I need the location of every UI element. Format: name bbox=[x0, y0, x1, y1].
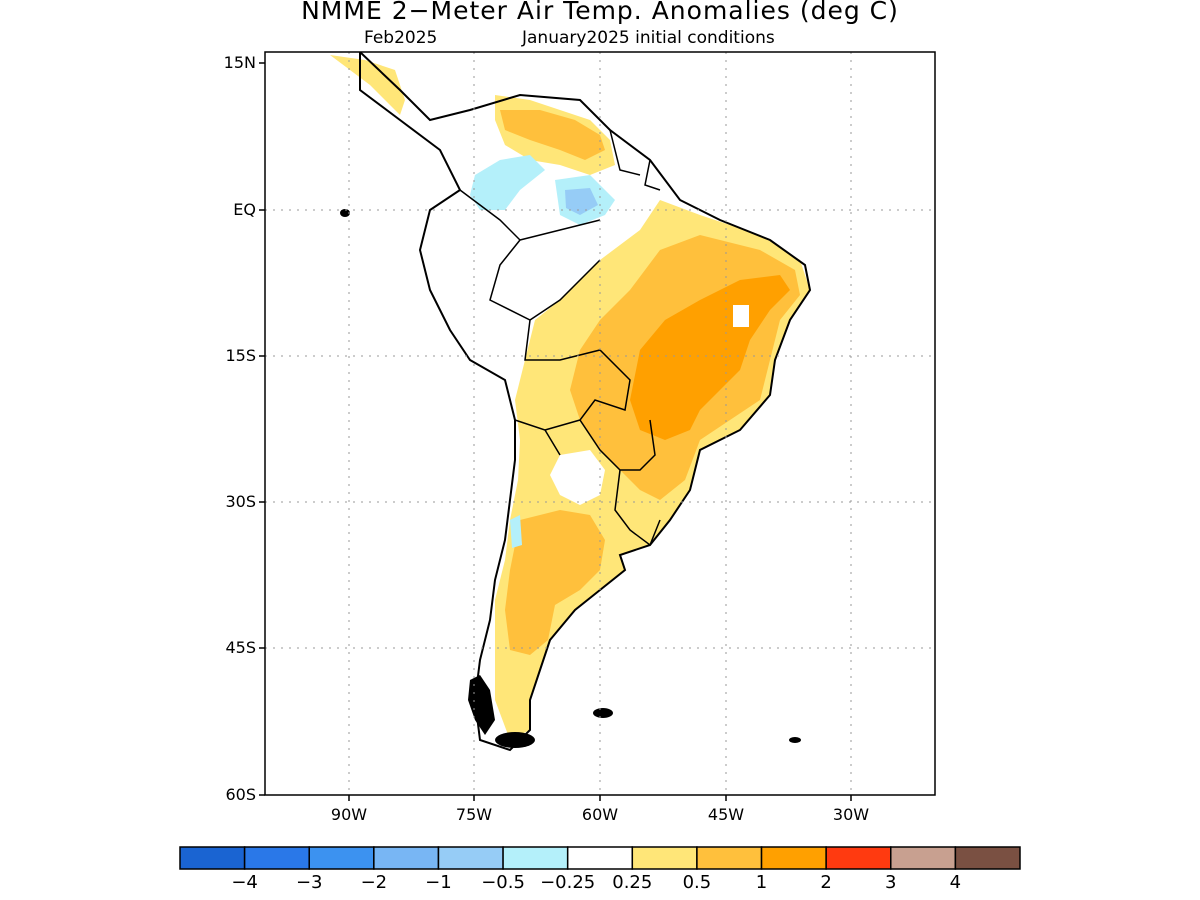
colorbar-label: 1 bbox=[755, 872, 768, 893]
south-georgia bbox=[789, 737, 801, 743]
colorbar-swatch bbox=[696, 846, 763, 870]
colorbar-label: −0.25 bbox=[540, 872, 596, 893]
lat-label-45s: 45S bbox=[225, 638, 256, 657]
colorbar-swatch bbox=[373, 846, 440, 870]
colorbar-swatch bbox=[502, 846, 569, 870]
map-title: NMME 2−Meter Air Temp. Anomalies (deg C) bbox=[301, 0, 899, 25]
map-content bbox=[265, 52, 935, 795]
colorbar-label: −4 bbox=[231, 872, 258, 893]
lon-label-60w: 60W bbox=[581, 805, 619, 824]
anomaly-central-america bbox=[330, 55, 405, 115]
coastline bbox=[359, 52, 812, 752]
anomaly-negative-andes bbox=[510, 515, 522, 548]
lat-label-15n: 15N bbox=[223, 53, 256, 72]
anomaly-north-orange bbox=[500, 110, 605, 160]
colorbar-label: −3 bbox=[295, 872, 323, 893]
galapagos-islands bbox=[340, 209, 350, 217]
colorbar bbox=[179, 846, 1021, 870]
colorbar-label: 2 bbox=[820, 872, 832, 893]
axis-ticks bbox=[259, 62, 852, 801]
anomaly-gap bbox=[733, 305, 749, 327]
colorbar-label: 4 bbox=[949, 872, 962, 893]
colorbar-swatch bbox=[631, 846, 698, 870]
chile-fjords bbox=[468, 675, 495, 735]
colorbar-label: 3 bbox=[885, 872, 897, 893]
anomaly-negative-colombia bbox=[470, 155, 545, 210]
colorbar-swatch bbox=[954, 846, 1021, 870]
falkland-islands bbox=[593, 708, 613, 718]
colorbar-swatch bbox=[825, 846, 892, 870]
colorbar-swatch bbox=[308, 846, 375, 870]
lon-label-30w: 30W bbox=[832, 805, 870, 824]
initial-conditions: January2025 initial conditions bbox=[522, 28, 775, 48]
colorbar-label: −0.5 bbox=[481, 872, 525, 893]
colorbar-swatch bbox=[890, 846, 957, 870]
colorbar-label: 0.5 bbox=[682, 872, 712, 893]
lon-label-45w: 45W bbox=[707, 805, 745, 824]
colorbar-label: −1 bbox=[425, 872, 452, 893]
lat-label-eq: EQ bbox=[233, 200, 256, 219]
anomaly-argentina bbox=[505, 510, 605, 655]
lat-label-30s: 30S bbox=[225, 492, 256, 511]
colorbar-swatch bbox=[243, 846, 310, 870]
colorbar-swatch bbox=[760, 846, 827, 870]
anomaly-gap-argentina bbox=[550, 450, 605, 505]
lon-label-75w: 75W bbox=[455, 805, 493, 824]
country-borders bbox=[459, 129, 661, 547]
anomaly-negative-core bbox=[565, 188, 598, 215]
anomaly-1-2 bbox=[630, 275, 790, 440]
colorbar-swatch bbox=[437, 846, 504, 870]
colorbar-swatch bbox=[179, 846, 246, 870]
lat-label-15s: 15S bbox=[225, 346, 256, 365]
lat-label-60s: 60S bbox=[225, 785, 256, 804]
tierra-del-fuego bbox=[495, 732, 535, 748]
forecast-month: Feb2025 bbox=[364, 28, 438, 48]
colorbar-label: −2 bbox=[360, 872, 388, 893]
colorbar-swatch bbox=[566, 846, 634, 870]
lon-label-90w: 90W bbox=[330, 805, 368, 824]
colorbar-label: 0.25 bbox=[612, 872, 653, 893]
